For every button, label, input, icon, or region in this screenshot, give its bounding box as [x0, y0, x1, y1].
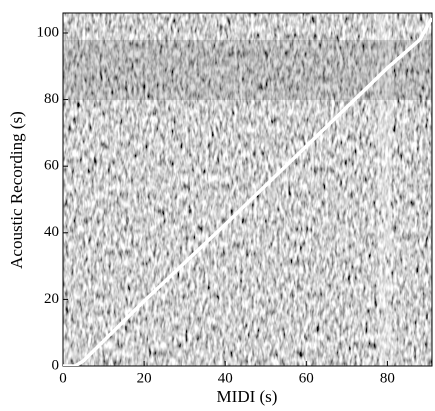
x-tick-label: 20 — [137, 370, 152, 386]
y-tick-label: 80 — [44, 91, 59, 107]
alignment-path — [63, 17, 432, 366]
y-axis-label: Acoustic Recording (s) — [7, 111, 26, 269]
y-tick-label: 60 — [44, 158, 59, 174]
x-tick-label: 0 — [59, 370, 67, 386]
y-tick-label: 20 — [44, 291, 59, 307]
x-tick-label: 80 — [380, 370, 395, 386]
x-axis-label: MIDI (s) — [217, 387, 278, 406]
x-tick-label: 40 — [218, 370, 233, 386]
dark-band — [63, 40, 432, 100]
texture — [63, 13, 432, 366]
bright-band — [378, 13, 392, 366]
x-tick-label: 60 — [299, 370, 314, 386]
plot-frame — [62, 12, 433, 367]
y-tick-label: 40 — [44, 224, 59, 240]
similarity-matrix — [63, 13, 432, 366]
y-tick-label: 0 — [52, 357, 60, 373]
y-tick-label: 100 — [37, 24, 60, 40]
